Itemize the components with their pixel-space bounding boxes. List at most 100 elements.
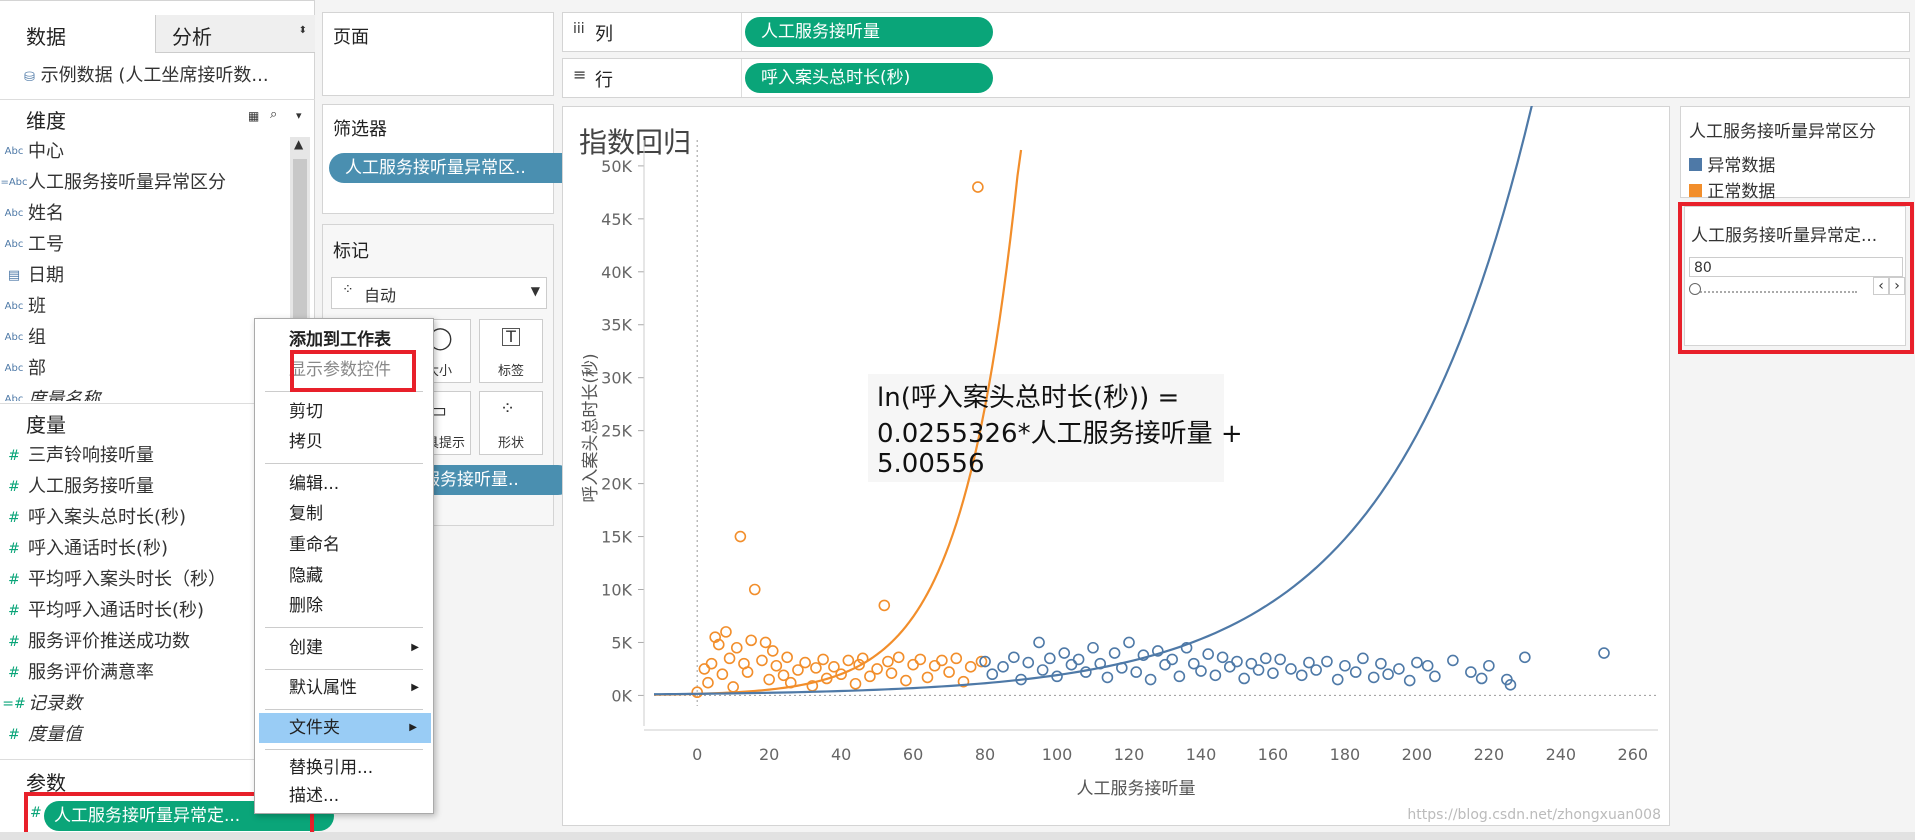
data-point <box>950 652 963 665</box>
measure-item[interactable]: # 度量值 <box>0 720 82 750</box>
view-toggle-icon[interactable]: ▦ <box>248 109 260 123</box>
data-point <box>1209 669 1222 682</box>
menu-create[interactable]: 创建 ▶ <box>255 633 433 663</box>
dimension-item[interactable]: =Abc人工服务接听量异常区分 <box>0 168 226 198</box>
filter-pill[interactable]: 人工服务接听量异常区.. <box>329 153 579 183</box>
menu-show-parameter-control[interactable]: 显示参数控件 <box>255 355 433 385</box>
data-point <box>720 626 732 638</box>
rows-pill[interactable]: 呼入案头总时长(秒) <box>745 63 993 93</box>
data-point <box>1303 656 1315 669</box>
dimension-item[interactable]: Abc 中心 <box>0 137 64 167</box>
x-tick-label: 200 <box>1402 745 1433 764</box>
data-point <box>936 654 948 667</box>
menu-duplicate[interactable]: 复制 <box>255 499 433 529</box>
menu-hide[interactable]: 隐藏 <box>255 561 433 591</box>
measure-item[interactable]: # 服务评价推送成功数 <box>0 627 190 657</box>
menu-describe[interactable]: 描述... <box>255 781 433 811</box>
number-type-icon: # <box>8 727 20 743</box>
measure-item[interactable]: # 人工服务接听量 <box>0 472 154 502</box>
rows-shelf[interactable]: ≡ 行 呼入案头总时长(秒) <box>562 58 1910 98</box>
chevron-left-icon[interactable]: ‹ <box>1873 277 1889 295</box>
x-tick-label: 20 <box>759 745 779 764</box>
mark-type-label: 自动 <box>364 286 397 305</box>
legend-item[interactable]: 正常数据 <box>1689 177 1775 202</box>
dimension-item[interactable]: Abc 班 <box>0 292 46 322</box>
data-point <box>1598 647 1610 659</box>
tab-analysis[interactable]: 分析 ⬍ <box>155 15 315 53</box>
text-icon: T <box>502 328 520 346</box>
menu-rename[interactable]: 重命名 <box>255 530 433 560</box>
data-point <box>1252 664 1265 676</box>
menu-edit[interactable]: 编辑... <box>255 469 433 499</box>
y-tick-label: 10K <box>601 581 632 600</box>
parameter-control: 人工服务接听量异常定... 80 ‹ › <box>1684 206 1906 346</box>
data-point <box>748 583 761 596</box>
number-type-icon: # <box>30 805 42 821</box>
number-type-icon: # <box>8 572 20 588</box>
datasource-icon: ⛁ <box>24 70 35 85</box>
datasource-item[interactable]: ⛁ 示例数据 (人工坐席接听数... <box>24 61 304 91</box>
data-point <box>745 634 757 647</box>
dimension-item[interactable]: Abc 姓名 <box>0 199 64 229</box>
menu-label: 重命名 <box>289 535 340 555</box>
dimension-item[interactable]: Abc 组 <box>0 323 46 353</box>
legend-label: 异常数据 <box>1707 156 1776 176</box>
dimension-item[interactable]: Abc 工号 <box>0 230 64 260</box>
filters-card[interactable]: 筛选器 人工服务接听量异常区.. <box>322 104 579 214</box>
x-tick-label: 260 <box>1618 745 1649 764</box>
dimension-item[interactable]: ▤ 日期 <box>0 261 64 291</box>
tab-data[interactable]: 数据 <box>0 15 155 53</box>
data-point <box>997 661 1009 673</box>
chevron-up-icon[interactable]: ▲ <box>294 137 304 151</box>
data-point <box>1202 648 1214 660</box>
dimension-item[interactable]: Abc 部 <box>0 354 46 384</box>
dimension-label: 姓名 <box>28 203 64 224</box>
measure-item[interactable]: # 服务评价满意率 <box>0 658 154 688</box>
label-button[interactable]: T 标签 <box>479 319 543 383</box>
measure-item[interactable]: # 呼入案头总时长(秒) <box>0 503 186 533</box>
pages-card[interactable]: 页面 <box>322 12 554 96</box>
measure-item[interactable]: # 平均呼入通话时长(秒) <box>0 596 204 626</box>
slider-handle[interactable] <box>1689 283 1701 295</box>
shape-button[interactable]: ⁘ 形状 <box>479 391 543 455</box>
measure-item[interactable]: # 三声铃响接听量 <box>0 441 154 471</box>
parameter-value-field[interactable]: 80 <box>1689 257 1903 277</box>
data-point <box>1285 663 1297 675</box>
menu-folder[interactable]: 文件夹 ▶ <box>259 713 431 743</box>
menu-delete[interactable]: 删除 <box>255 591 433 621</box>
legend-item[interactable]: 异常数据 <box>1689 151 1775 176</box>
data-point <box>1166 653 1178 666</box>
chevron-right-icon[interactable]: › <box>1889 277 1905 295</box>
scrollbar-thumb[interactable] <box>293 159 307 319</box>
measure-label: 三声铃响接听量 <box>28 445 154 466</box>
search-icon[interactable]: ⌕ <box>270 107 278 122</box>
detail-pill[interactable]: 服务接听量.. <box>407 465 573 495</box>
number-type-icon: # <box>8 665 20 681</box>
chevron-down-icon[interactable]: ▾ <box>296 109 302 122</box>
menu-cut[interactable]: 剪切 <box>255 397 433 427</box>
dimension-label: 部 <box>28 358 46 379</box>
shape-button-label: 形状 <box>497 436 524 451</box>
tab-menu-icon[interactable]: ⬍ <box>298 25 307 36</box>
menu-add-to-sheet[interactable]: 添加到工作表 <box>255 325 433 355</box>
menu-copy[interactable]: 拷贝 <box>255 427 433 457</box>
data-point <box>1044 652 1056 665</box>
columns-shelf[interactable]: iii 列 人工服务接听量 <box>562 12 1910 52</box>
mark-type-dropdown[interactable]: ⁘ 自动 ▼ <box>331 277 547 309</box>
sheet-tabs-strip <box>0 832 1915 840</box>
measure-item[interactable]: # 平均呼入案头时长（秒） <box>0 565 226 595</box>
columns-pill[interactable]: 人工服务接听量 <box>745 17 993 47</box>
measure-item[interactable]: =# 记录数 <box>0 689 82 719</box>
rows-icon: ≡ <box>573 65 587 84</box>
parameter-slider[interactable] <box>1689 283 1857 295</box>
data-point <box>1411 656 1423 669</box>
data-point <box>986 668 999 681</box>
detail-pill-label: 服务接听量.. <box>423 470 519 490</box>
dimension-item[interactable]: Abc 度量名称 <box>0 385 100 401</box>
menu-replace-references[interactable]: 替换引用... <box>255 753 433 783</box>
measure-item[interactable]: # 呼入通话时长(秒) <box>0 534 168 564</box>
chevron-down-icon[interactable]: ▼ <box>530 284 540 298</box>
data-point <box>766 645 779 657</box>
menu-default-properties[interactable]: 默认属性 ▶ <box>255 673 433 703</box>
data-point <box>1195 665 1207 677</box>
